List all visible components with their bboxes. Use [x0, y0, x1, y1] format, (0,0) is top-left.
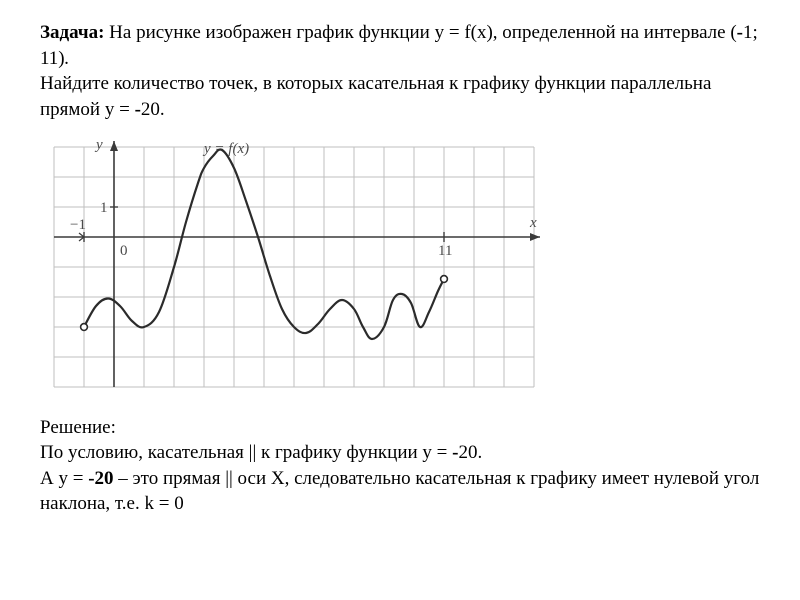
svg-text:1: 1 — [100, 200, 108, 216]
problem-line1: На рисунке изображен график функции y = … — [104, 22, 736, 43]
function-graph: yxy = f(x)1−1011 — [44, 137, 544, 397]
solution-line1a: По условию, касательная || к графику фун… — [40, 442, 452, 463]
svg-text:x: x — [529, 215, 537, 231]
solution-line2a: А y = — [40, 468, 88, 489]
problem-statement: Задача: На рисунке изображен график функ… — [40, 20, 760, 123]
problem-label: Задача: — [40, 22, 104, 43]
solution-line2c: – это прямая || оси X, следовательно кас… — [40, 468, 759, 515]
svg-text:11: 11 — [438, 243, 452, 259]
svg-text:y: y — [94, 137, 103, 153]
solution-line1c: 20. — [458, 442, 482, 463]
svg-text:−1: −1 — [70, 217, 86, 233]
solution-line2b: -20 — [88, 468, 113, 489]
problem-line1-tail: . — [65, 48, 70, 69]
solution-text: Решение: По условию, касательная || к гр… — [40, 415, 760, 518]
problem-yconst2: 20. — [141, 99, 165, 120]
graph-container: yxy = f(x)1−1011 — [44, 137, 760, 397]
solution-label: Решение: — [40, 417, 116, 438]
svg-text:0: 0 — [120, 243, 128, 259]
